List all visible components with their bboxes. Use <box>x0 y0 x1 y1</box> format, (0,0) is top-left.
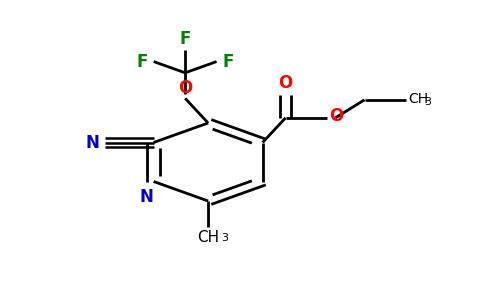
Text: CH: CH <box>408 92 428 106</box>
Text: O: O <box>178 79 192 97</box>
Text: F: F <box>222 52 234 70</box>
Text: N: N <box>139 188 153 206</box>
Text: F: F <box>180 30 191 48</box>
Text: 3: 3 <box>222 233 228 243</box>
Text: F: F <box>136 52 148 70</box>
Text: CH: CH <box>197 230 219 245</box>
Text: N: N <box>86 134 99 152</box>
Text: O: O <box>329 107 344 125</box>
Text: O: O <box>278 74 293 92</box>
Text: 3: 3 <box>424 97 431 107</box>
